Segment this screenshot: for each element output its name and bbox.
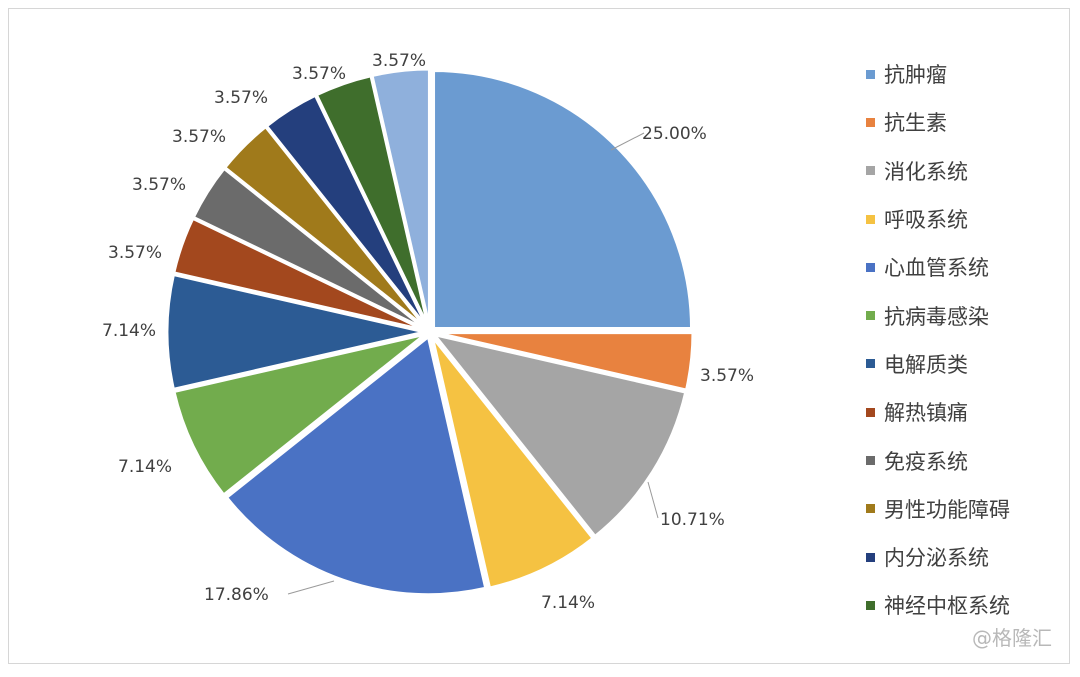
data-label-12: 3.57% <box>372 51 426 71</box>
legend-item-4: 心血管系统 <box>866 243 1010 291</box>
pie-slice-5 <box>172 332 427 498</box>
pie-slice-0 <box>432 68 694 331</box>
leader-line-0 <box>610 132 645 151</box>
legend-swatch-0 <box>866 69 875 79</box>
legend-swatch-3 <box>866 214 875 224</box>
legend-swatch-9 <box>866 504 875 514</box>
legend-swatch-4 <box>866 262 875 272</box>
legend-swatch-5 <box>866 311 875 321</box>
legend-label-6: 电解质类 <box>884 352 968 377</box>
watermark: @格隆汇 <box>972 626 1052 650</box>
legend-item-3: 呼吸系统 <box>866 195 1010 243</box>
legend-label-10: 内分泌系统 <box>884 546 989 571</box>
legend-item-5: 抗病毒感染 <box>866 291 1010 339</box>
legend-item-1: 抗生素 <box>866 98 1010 146</box>
legend-label-3: 呼吸系统 <box>884 208 968 233</box>
legend-swatch-10 <box>866 552 875 562</box>
legend-label-4: 心血管系统 <box>884 256 989 281</box>
legend-item-11: 神经中枢系统 <box>866 581 1010 629</box>
chart-legend: 抗肿瘤抗生素消化系统呼吸系统心血管系统抗病毒感染电解质类解热镇痛免疫系统男性功能… <box>866 50 1010 630</box>
pie-slice-1 <box>434 331 695 392</box>
legend-swatch-1 <box>866 117 875 127</box>
pie-slice-12 <box>370 67 431 328</box>
pie-data-labels: 25.00% 3.57% 10.71% 7.14% 17.86% 7.14% 7.14% 3.… <box>102 51 754 613</box>
legend-item-7: 解热镇痛 <box>866 388 1010 436</box>
legend-swatch-6 <box>866 359 875 369</box>
legend-label-5: 抗病毒感染 <box>884 304 989 329</box>
legend-label-2: 消化系统 <box>884 159 968 184</box>
legend-item-8: 免疫系统 <box>866 436 1010 484</box>
data-label-0: 25.00% <box>642 124 707 144</box>
pie-slice-3 <box>430 335 596 590</box>
pie-slice-2 <box>430 332 688 539</box>
leader-line-4 <box>287 580 335 595</box>
data-label-7: 3.57% <box>108 243 162 263</box>
pie-slice-4 <box>224 334 488 597</box>
legend-label-11: 神经中枢系统 <box>884 594 1010 619</box>
pie-slice-6 <box>165 272 426 392</box>
data-label-6: 7.14% <box>102 321 156 341</box>
legend-item-0: 抗肿瘤 <box>866 50 1010 98</box>
legend-swatch-2 <box>866 166 875 176</box>
data-label-3: 7.14% <box>541 593 595 613</box>
data-label-8: 3.57% <box>132 175 186 195</box>
legend-item-2: 消化系统 <box>866 147 1010 195</box>
legend-item-6: 电解质类 <box>866 340 1010 388</box>
legend-label-8: 免疫系统 <box>884 449 968 474</box>
legend-label-9: 男性功能障碍 <box>884 497 1010 522</box>
legend-label-7: 解热镇痛 <box>884 401 968 426</box>
pie-slices <box>165 67 695 597</box>
data-label-10: 3.57% <box>214 88 268 108</box>
legend-label-0: 抗肿瘤 <box>884 63 947 88</box>
data-label-4: 17.86% <box>204 585 269 605</box>
legend-item-10: 内分泌系统 <box>866 533 1010 581</box>
data-label-2: 10.71% <box>660 510 725 530</box>
legend-label-1: 抗生素 <box>884 111 947 136</box>
legend-item-9: 男性功能障碍 <box>866 485 1010 533</box>
legend-swatch-7 <box>866 407 875 417</box>
data-label-11: 3.57% <box>292 64 346 84</box>
data-label-5: 7.14% <box>118 457 172 477</box>
legend-swatch-11 <box>866 600 875 610</box>
leader-line-2 <box>647 481 659 519</box>
label-leader-lines <box>287 132 659 595</box>
legend-swatch-8 <box>866 456 875 466</box>
data-label-1: 3.57% <box>700 366 754 386</box>
data-label-9: 3.57% <box>172 127 226 147</box>
